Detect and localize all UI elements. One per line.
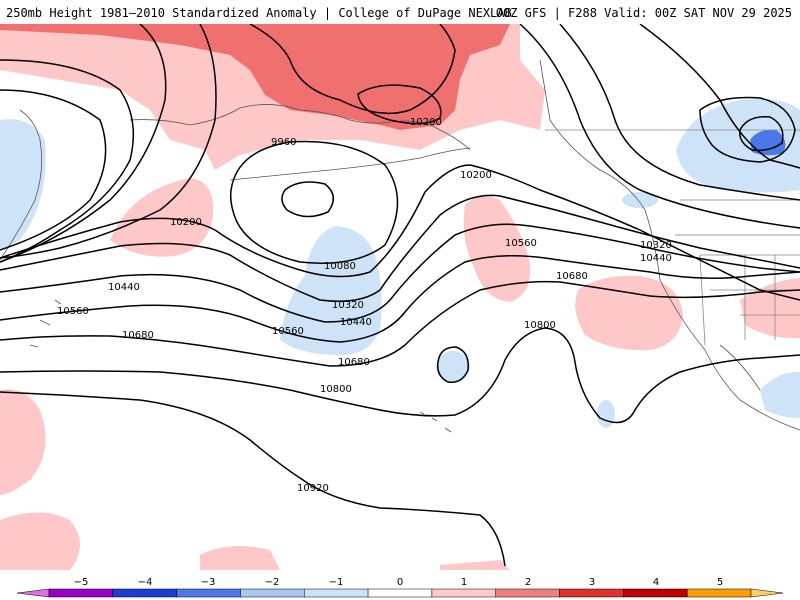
alaska-coastline xyxy=(129,104,471,151)
colorbar-swatch xyxy=(48,588,114,598)
contour-label: 10080 xyxy=(324,261,356,272)
colorbar-swatch xyxy=(240,588,305,598)
contour-10560 xyxy=(0,255,800,343)
contour-east-1 xyxy=(519,24,800,229)
colorbar-swatch xyxy=(176,588,241,598)
contour-cutoff-ring xyxy=(436,346,469,383)
contour-label: 10800 xyxy=(524,320,556,331)
colorbar-cap-high xyxy=(750,588,784,598)
colorbar-label: −5 xyxy=(74,577,89,588)
colorbar-swatch xyxy=(304,588,369,598)
colorbar-label: −4 xyxy=(138,577,153,588)
us-state-lines xyxy=(675,199,800,346)
contour-label: 10560 xyxy=(505,238,537,249)
colorbar-label: −1 xyxy=(329,577,344,588)
negative-anomaly-canada xyxy=(676,98,800,193)
colorbar-label: −3 xyxy=(201,577,216,588)
contour-label: 10920 xyxy=(297,483,329,494)
anomaly-shading xyxy=(0,24,800,570)
colorbar-swatch xyxy=(495,588,560,598)
positive-anomaly-south-1 xyxy=(0,389,46,495)
contour-nw-arc-1 xyxy=(0,59,135,263)
positive-anomaly-east-pacific xyxy=(575,275,683,351)
contour-label: 10680 xyxy=(122,330,154,341)
contour-10680 xyxy=(0,280,800,367)
positive-anomaly-south-2 xyxy=(0,512,80,570)
hawaii-islands xyxy=(419,411,452,433)
colorbar-cap-low xyxy=(16,588,50,598)
contour-10200-north xyxy=(249,24,456,115)
negative-anomaly-cutoff xyxy=(436,351,470,383)
colorbar-swatch xyxy=(559,588,624,598)
colorbar-label: 4 xyxy=(653,577,659,588)
contour-east-2 xyxy=(559,24,800,201)
colorbar-swatches xyxy=(16,588,784,598)
contour-label: 10440 xyxy=(108,282,140,293)
contour-label: 10680 xyxy=(338,357,370,368)
colorbar-label: −2 xyxy=(265,577,280,588)
positive-anomaly-gulf xyxy=(463,196,531,302)
contour-10800 xyxy=(0,327,800,424)
west-pacific-islands xyxy=(29,299,62,348)
negative-anomaly-canada-core xyxy=(750,129,786,156)
contour-label: 10680 xyxy=(556,271,588,282)
contour-label: 10320 xyxy=(640,240,672,251)
aleutian-chain xyxy=(229,147,471,181)
negative-anomaly-small-2 xyxy=(597,400,615,428)
positive-anomaly-alaska-dark xyxy=(0,24,510,130)
contour-label: 10200 xyxy=(170,217,202,228)
colorbar-label: 1 xyxy=(461,577,467,588)
contour-label: 10440 xyxy=(340,317,372,328)
colorbar-label: 2 xyxy=(525,577,531,588)
coastlines xyxy=(0,59,800,433)
contour-label: 10320 xyxy=(332,300,364,311)
colorbar-label: 0 xyxy=(397,577,403,588)
positive-anomaly-southwest xyxy=(740,278,800,339)
map-title: 250mb Height 1981–2010 Standardized Anom… xyxy=(6,6,512,20)
header: 250mb Height 1981–2010 Standardized Anom… xyxy=(0,0,800,24)
asia-coastline xyxy=(0,109,43,261)
colorbar: −5 −4 −3 −2 −1 0 1 2 3 4 5 xyxy=(16,577,784,598)
contour-labels: 9960 10080 10200 10200 10200 10320 10320… xyxy=(57,117,672,494)
contour-low-core xyxy=(281,181,334,218)
contour-nw-arc-4 xyxy=(0,24,217,259)
model-run-info: 00Z GFS | F288 Valid: 00Z SAT NOV 29 202… xyxy=(495,6,792,20)
colorbar-labels: −5 −4 −3 −2 −1 0 1 2 3 4 5 xyxy=(74,577,724,588)
positive-anomaly-south-3 xyxy=(200,546,280,570)
contour-10920 xyxy=(0,391,506,567)
negative-anomaly-southeast xyxy=(760,371,800,418)
colorbar-swatch xyxy=(367,588,433,598)
colorbar-swatch xyxy=(112,588,177,598)
positive-anomaly-south-4 xyxy=(440,560,510,570)
contour-canada-low-core xyxy=(739,116,784,152)
colorbar-swatch xyxy=(686,588,752,598)
anomaly-map: 9960 10080 10200 10200 10200 10320 10320… xyxy=(0,24,800,570)
contour-10440 xyxy=(0,223,800,323)
north-america-coastline xyxy=(539,59,800,431)
contour-label: 10800 xyxy=(320,384,352,395)
contour-10200 xyxy=(0,164,800,301)
negative-anomaly-west xyxy=(0,119,46,251)
negative-anomaly-small-1 xyxy=(622,192,658,208)
contour-label: 10200 xyxy=(410,117,442,128)
contour-10320 xyxy=(0,194,800,302)
contour-canada-low-outer xyxy=(639,24,800,169)
height-contours xyxy=(0,24,800,567)
contour-canada-low-inner xyxy=(699,96,796,163)
contour-label: 10560 xyxy=(272,326,304,337)
contour-north-low xyxy=(357,84,442,125)
contour-nw-arc-2 xyxy=(0,89,107,251)
positive-anomaly-west-pacific xyxy=(110,178,214,257)
baja-coastline xyxy=(719,344,761,391)
contour-label: 10560 xyxy=(57,306,89,317)
contour-label: 9960 xyxy=(271,137,296,148)
colorbar-label: 5 xyxy=(717,577,723,588)
contour-nw-arc-3 xyxy=(0,24,167,263)
colorbar-label: 3 xyxy=(589,577,595,588)
colorbar-swatch xyxy=(623,588,688,598)
colorbar-swatch xyxy=(431,588,496,598)
contour-9960 xyxy=(229,140,399,264)
contour-label: 10440 xyxy=(640,253,672,264)
contour-label: 10200 xyxy=(460,170,492,181)
